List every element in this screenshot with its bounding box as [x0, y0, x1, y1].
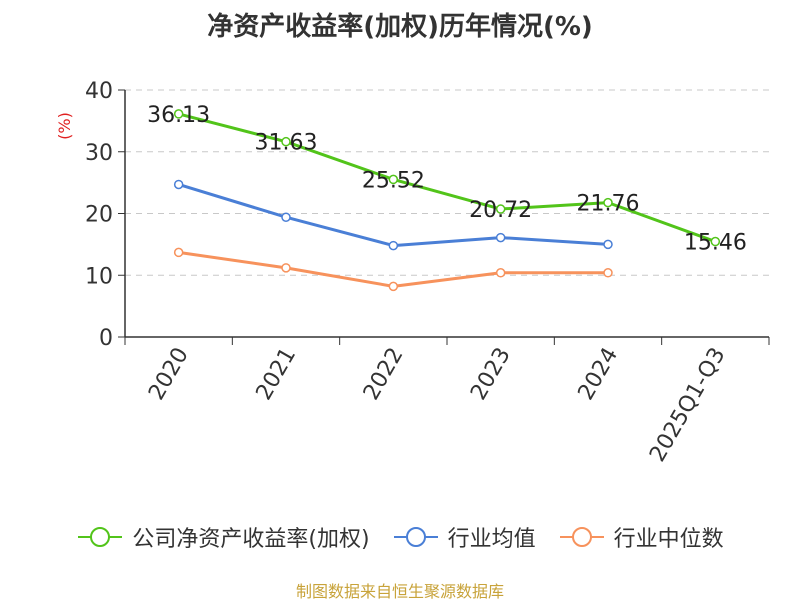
legend-marker-icon — [393, 527, 438, 547]
y-tick-label: 40 — [85, 79, 113, 104]
y-tick-label: 20 — [85, 203, 113, 228]
data-point — [603, 268, 613, 278]
legend-label: 行业均值 — [447, 527, 536, 552]
data-point — [495, 268, 506, 278]
series-line — [178, 183, 609, 248]
data-label: 15.46 — [684, 231, 747, 256]
data-point — [281, 136, 291, 147]
data-point — [495, 204, 506, 214]
data-label: 20.72 — [469, 198, 532, 223]
data-label: 21.76 — [577, 192, 640, 217]
x-tick-label: 2024 — [574, 344, 624, 405]
legend-item: 行业均值 — [392, 521, 536, 553]
y-tick-label: 30 — [85, 141, 113, 166]
data-point — [710, 236, 721, 247]
y-tick-label: 0 — [99, 326, 113, 351]
data-point — [603, 239, 613, 250]
series-line — [178, 112, 716, 243]
x-tick-label: 2020 — [144, 344, 194, 405]
data-point — [173, 179, 184, 190]
legend-item: 行业中位数 — [558, 521, 724, 553]
data-source-note: 制图数据来自恒生聚源数据库 — [295, 582, 504, 601]
data-label: 31.63 — [255, 131, 318, 156]
data-point — [388, 240, 399, 251]
x-tick-label: 2021 — [252, 344, 302, 405]
x-tick-label: 2022 — [359, 344, 409, 405]
legend-label: 公司净资产收益率(加权) — [132, 527, 370, 552]
data-point — [173, 109, 184, 119]
x-tick-label: 2025Q1-Q3 — [645, 344, 730, 467]
data-label: 25.52 — [362, 168, 425, 193]
data-point — [603, 197, 613, 208]
x-tick-label: 2023 — [466, 343, 516, 404]
y-tick-label: 10 — [85, 264, 113, 289]
data-point — [173, 247, 184, 258]
legend-label: 行业中位数 — [613, 527, 724, 552]
data-point — [388, 281, 399, 292]
chart-legend: 公司净资产收益率(加权) 行业均值 行业中位数 — [0, 520, 800, 554]
data-label: 36.13 — [147, 103, 210, 128]
data-point — [281, 263, 291, 273]
chart-title: 净资产收益率(加权)历年情况(%) — [207, 12, 593, 42]
legend-marker-icon — [78, 527, 123, 547]
legend-item: 公司净资产收益率(加权) — [76, 521, 370, 553]
data-point — [281, 212, 291, 222]
legend-marker-icon — [559, 527, 604, 547]
data-point — [388, 174, 399, 185]
series-line — [178, 250, 608, 288]
data-point — [495, 232, 506, 243]
y-axis-label: (%) — [55, 112, 74, 140]
